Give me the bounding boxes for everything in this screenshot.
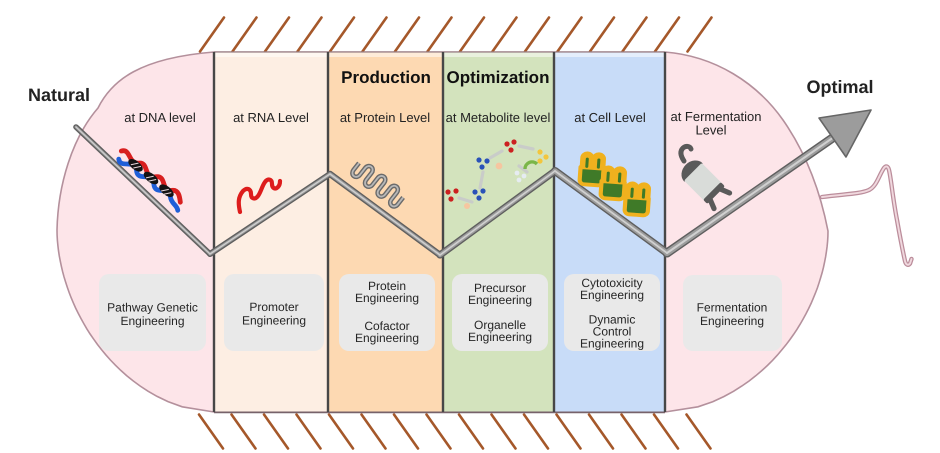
svg-text:Engineering: Engineering: [355, 331, 419, 345]
svg-text:Natural: Natural: [28, 85, 90, 105]
svg-text:Engineering: Engineering: [355, 291, 419, 305]
svg-text:Promoter: Promoter: [249, 300, 298, 314]
svg-text:Protein: Protein: [368, 279, 406, 293]
svg-text:at RNA Level: at RNA Level: [233, 110, 309, 125]
svg-text:Precursor: Precursor: [474, 281, 526, 295]
svg-text:at Metabolite level: at Metabolite level: [446, 110, 551, 125]
svg-text:Pathway Genetic: Pathway Genetic: [107, 301, 198, 315]
svg-text:Control: Control: [593, 325, 632, 339]
svg-text:Level: Level: [695, 123, 726, 138]
svg-text:Fermentation: Fermentation: [697, 301, 768, 315]
svg-text:Cofactor: Cofactor: [364, 319, 409, 333]
svg-text:Optimization: Optimization: [447, 68, 550, 87]
svg-text:Cytotoxicity: Cytotoxicity: [581, 276, 642, 290]
svg-text:Engineering: Engineering: [580, 337, 644, 351]
svg-text:Optimal: Optimal: [806, 77, 873, 97]
svg-text:Engineering: Engineering: [242, 314, 306, 328]
svg-text:at DNA level: at DNA level: [124, 110, 196, 125]
svg-text:Engineering: Engineering: [468, 330, 532, 344]
svg-text:at Cell Level: at Cell Level: [574, 110, 646, 125]
svg-text:Production: Production: [341, 68, 431, 87]
svg-text:Engineering: Engineering: [700, 314, 764, 328]
svg-text:Organelle: Organelle: [474, 318, 526, 332]
svg-text:Engineering: Engineering: [580, 288, 644, 302]
svg-text:Dynamic: Dynamic: [589, 313, 636, 327]
svg-text:at Protein Level: at Protein Level: [340, 110, 430, 125]
svg-text:Engineering: Engineering: [120, 314, 184, 328]
svg-text:Engineering: Engineering: [468, 293, 532, 307]
svg-text:at Fermentation: at Fermentation: [670, 109, 761, 124]
